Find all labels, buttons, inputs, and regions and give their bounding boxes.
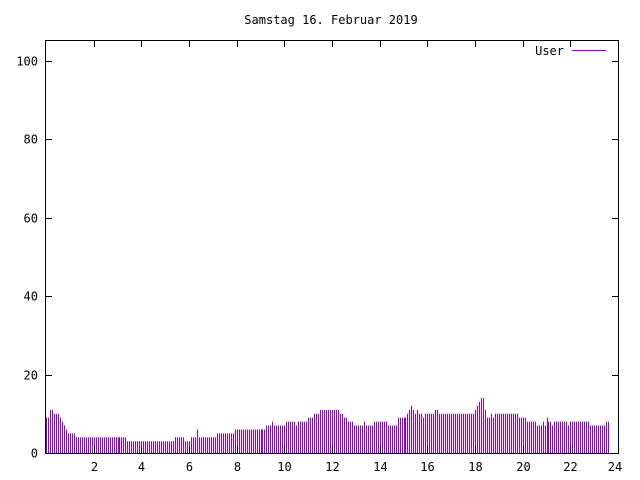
x-tick-label: 4 xyxy=(138,460,145,474)
y-tick-label: 80 xyxy=(24,133,38,147)
x-tick-label: 20 xyxy=(516,460,530,474)
x-tick-label: 14 xyxy=(373,460,387,474)
y-tick-label: 0 xyxy=(31,447,38,461)
x-tick-label: 24 xyxy=(608,460,622,474)
x-tick-label: 12 xyxy=(325,460,339,474)
x-tick-label: 18 xyxy=(468,460,482,474)
plot-frame xyxy=(45,40,619,454)
y-tick-label: 60 xyxy=(24,212,38,226)
y-tick-label: 20 xyxy=(24,369,38,383)
bars-layer xyxy=(46,398,609,453)
x-tick-label: 2 xyxy=(91,460,98,474)
x-tick-label: 10 xyxy=(277,460,291,474)
x-tick-label: 8 xyxy=(234,460,241,474)
x-tick-label: 22 xyxy=(563,460,577,474)
x-tick-label: 16 xyxy=(420,460,434,474)
legend: User xyxy=(535,44,606,58)
y-tick-label: 40 xyxy=(24,290,38,304)
chart-title: Samstag 16. Februar 2019 xyxy=(244,13,417,27)
y-tick-label: 100 xyxy=(16,55,38,69)
legend-label-user: User xyxy=(535,44,564,58)
x-tick-label: 6 xyxy=(186,460,193,474)
